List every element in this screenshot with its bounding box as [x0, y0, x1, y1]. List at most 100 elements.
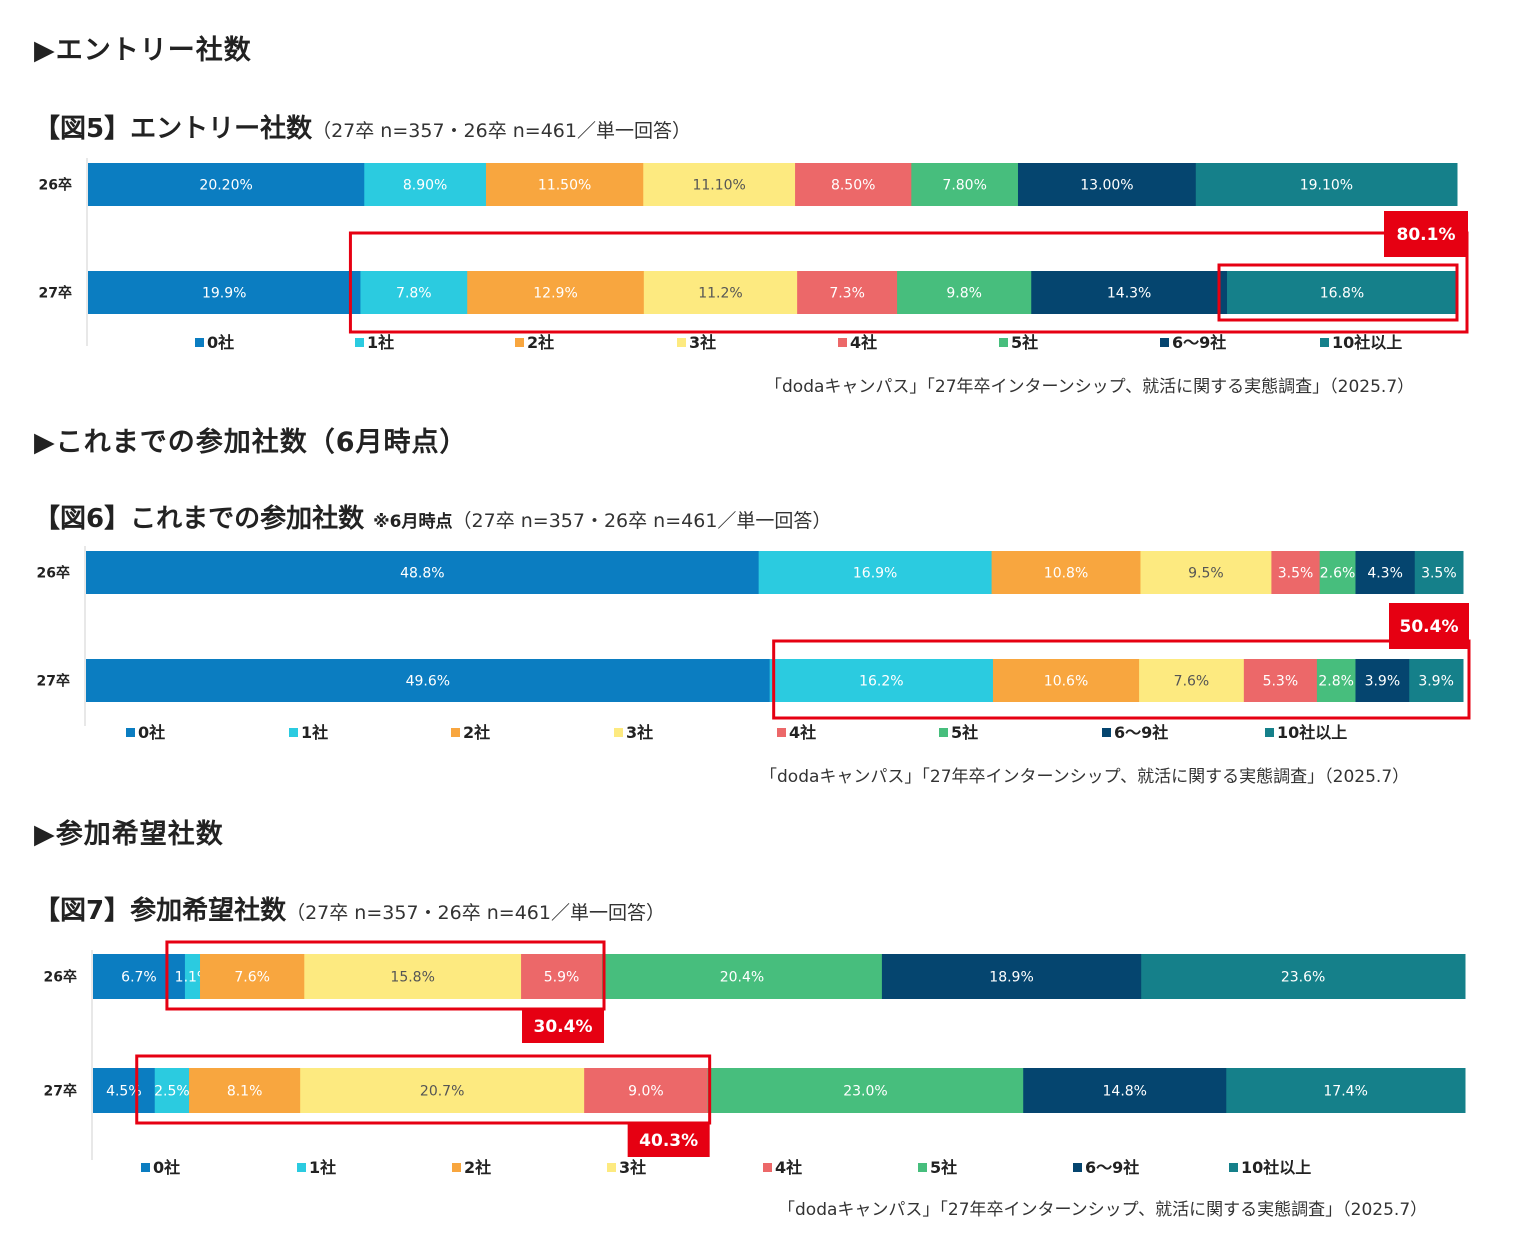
legend-swatch [452, 1163, 461, 1172]
legend-swatch [939, 728, 948, 737]
bar-segment [643, 163, 796, 206]
legend-label: 5社 [951, 723, 978, 742]
highlight-box [135, 1054, 712, 1125]
legend-swatch [355, 338, 364, 347]
legend-swatch [297, 1163, 306, 1172]
legend-swatch [1320, 338, 1329, 347]
legend-label: 4社 [789, 723, 816, 742]
legend-label: 3社 [619, 1158, 646, 1177]
legend-swatch [1265, 728, 1274, 737]
legend-swatch [195, 338, 204, 347]
stacked-bar-chart-fig5: 20.20% 8.90% 11.50% 11.10% 8.50% 7.80% 13.00% 1… [39, 158, 1469, 352]
legend-label: 1社 [309, 1158, 336, 1177]
legend-label: 1社 [367, 333, 394, 352]
bar-segment [360, 271, 468, 314]
bar-segment [88, 163, 365, 206]
data-label: 8.90% [403, 178, 447, 194]
legend-label: 5社 [930, 1158, 957, 1177]
callout-label: 30.4% [534, 1017, 593, 1037]
data-label: 18.9% [989, 970, 1033, 986]
chart-title-text: 【図7】参加希望社数 [34, 896, 287, 926]
bar-segment [1031, 271, 1228, 314]
bar-segment [992, 659, 1140, 702]
category-label: 27卒 [39, 285, 72, 302]
callout-label: 50.4% [1400, 617, 1459, 637]
chart-title-text: 【図5】エントリー社数 [34, 114, 313, 144]
legend-label: 10社以上 [1241, 1158, 1311, 1177]
bar-segment [1139, 659, 1245, 702]
bar-segment [1141, 954, 1466, 999]
category-label: 27卒 [44, 1083, 77, 1100]
bar-segment [86, 551, 760, 594]
stacked-bar-chart-fig7: 6.7% 1.1% 7.6% 15.8% 5.9% 20.4% 18.9% 23.6%26卒4… [44, 940, 1466, 1177]
data-label: 7.3% [829, 286, 865, 302]
legend-swatch [777, 728, 786, 737]
data-label: 49.6% [406, 674, 450, 690]
data-label: 16.2% [859, 674, 903, 690]
data-label: 16.9% [853, 566, 897, 582]
category-label: 27卒 [37, 673, 70, 690]
legend-swatch [838, 338, 847, 347]
bar-segment [707, 1068, 1024, 1113]
data-label: 11.50% [538, 178, 591, 194]
bar-segment [584, 1068, 709, 1113]
legend-swatch [1160, 338, 1169, 347]
data-label: 3.9% [1418, 674, 1454, 690]
callout-badge [1384, 211, 1468, 257]
chart-subtitle: （27卒 n=357・26卒 n=461／単一回答） [286, 902, 665, 924]
legend-label: 2社 [527, 333, 554, 352]
data-label: 4.5% [106, 1084, 142, 1100]
legend-swatch [126, 728, 135, 737]
legend-swatch [918, 1163, 927, 1172]
bar-segment [758, 551, 993, 594]
legend-label: 10社以上 [1332, 333, 1402, 352]
bar-segment [467, 271, 645, 314]
callout-badge [1389, 603, 1469, 649]
highlight-box [1217, 263, 1459, 322]
highlight-box [165, 940, 606, 1011]
bar-segment [189, 1068, 301, 1113]
data-label: 15.8% [390, 970, 434, 986]
data-label: 23.6% [1281, 970, 1325, 986]
highlight-box [772, 639, 1471, 720]
bar-segment [93, 954, 186, 999]
data-label: 5.9% [544, 970, 580, 986]
data-label: 3.9% [1365, 674, 1401, 690]
legend-label: 3社 [626, 723, 653, 742]
data-label: 3.5% [1421, 566, 1457, 582]
callout-label: 40.3% [639, 1131, 698, 1151]
source-note: 「dodaキャンパス」「27年卒インターンシップ、就活に関する実態調査」（202… [760, 767, 1410, 787]
bar-segment [1316, 659, 1356, 702]
category-label: 26卒 [37, 565, 70, 582]
chart-title-fig6: 【図6】これまでの参加社数 ※6月時点（27卒 n=357・26卒 n=461／… [34, 498, 831, 535]
data-label: 8.50% [831, 178, 875, 194]
data-label: 7.8% [396, 286, 432, 302]
data-label: 20.4% [720, 970, 764, 986]
legend-label: 1社 [301, 723, 328, 742]
data-label: 2.6% [1320, 566, 1356, 582]
data-label: 9.0% [628, 1084, 664, 1100]
source-note: 「dodaキャンパス」「27年卒インターンシップ、就活に関する実態調査」（202… [765, 377, 1415, 397]
bar-segment [485, 163, 644, 206]
category-label: 26卒 [39, 177, 72, 194]
bar-segment [1023, 1068, 1227, 1113]
bar-segment [795, 163, 912, 206]
chart-title-note: ※6月時点 [373, 512, 453, 532]
data-label: 19.10% [1300, 178, 1353, 194]
legend-swatch [677, 338, 686, 347]
bar-segment [1414, 551, 1464, 594]
bar-segment [1355, 659, 1410, 702]
bar-segment [643, 271, 798, 314]
legend-label: 2社 [464, 1158, 491, 1177]
legend-swatch [1073, 1163, 1082, 1172]
bar-segment [93, 1068, 156, 1113]
bar-segment [184, 954, 201, 999]
bar-segment [300, 1068, 585, 1113]
legend-swatch [515, 338, 524, 347]
section-heading-entry: ▶エントリー社数 [34, 35, 252, 66]
chart-title-fig7: 【図7】参加希望社数（27卒 n=357・26卒 n=461／単一回答） [34, 890, 665, 927]
chart-title-fig5: 【図5】エントリー社数（27卒 n=357・26卒 n=461／単一回答） [34, 108, 691, 145]
highlight-box [348, 231, 1469, 334]
bar-segment [1227, 271, 1458, 314]
data-label: 11.2% [698, 286, 742, 302]
